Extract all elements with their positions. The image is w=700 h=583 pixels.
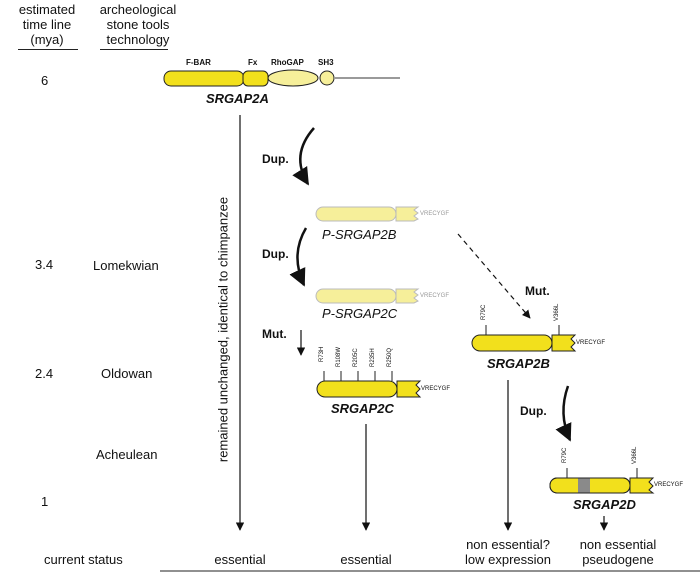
technology-header: archeological stone tools technology — [99, 2, 177, 47]
srgap2a-protein — [163, 69, 400, 87]
event-dup-1: Dup. — [262, 152, 289, 166]
dup-arrow-3 — [555, 385, 572, 442]
event-dup-2: Dup. — [262, 247, 289, 261]
p-srgap2b-protein — [315, 206, 420, 222]
domain-fbar: F-BAR — [186, 58, 211, 67]
status-srgap2c: essential — [340, 552, 392, 567]
tail-label-p-srgap2c: VRECYGF — [420, 293, 450, 299]
tail-label-srgap2d: VRECYGF — [654, 482, 684, 488]
gene-label-srgap2d: SRGAP2D — [573, 497, 636, 512]
mutation-srgap2b-2: V366L — [554, 303, 560, 321]
timeline-value-1: 1 — [41, 494, 49, 509]
mutation-srgap2d-1: R79C — [562, 447, 568, 463]
status-srgap2a: essential — [214, 552, 266, 567]
domain-rhogap: RhoGAP — [271, 58, 304, 67]
event-mut-2b: Mut. — [525, 284, 550, 298]
mutation-srgap2c-1: R73H — [319, 346, 325, 362]
timeline-header-rule — [18, 49, 78, 50]
srgap2a-unchanged-note: remained unchanged, identical to chimpan… — [215, 196, 231, 463]
mutation-srgap2b-1: R79C — [481, 304, 487, 320]
mut-arrow-2b — [457, 233, 531, 319]
gene-label-srgap2b: SRGAP2B — [487, 356, 550, 371]
mutation-srgap2c-2: R108W — [336, 346, 342, 367]
dup-arrow-1 — [292, 127, 315, 186]
event-mut-2c: Mut. — [262, 327, 287, 341]
technology-lomekwian: Lomekwian — [93, 258, 159, 273]
gene-label-srgap2c: SRGAP2C — [331, 401, 394, 416]
gene-label-p-srgap2b: P-SRGAP2B — [322, 227, 397, 242]
gene-label-p-srgap2c: P-SRGAP2C — [322, 306, 398, 321]
mutation-srgap2c-5: R250Q — [387, 347, 393, 367]
mutation-srgap2c-3: R205C — [353, 348, 359, 367]
domain-sh3: SH3 — [318, 58, 334, 67]
timeline-header: estimated time line (mya) — [18, 2, 76, 47]
status-row-label: current status — [44, 552, 123, 567]
tail-label-srgap2b: VRECYGF — [576, 340, 606, 346]
technology-acheulean: Acheulean — [96, 447, 158, 462]
timeline-value-2-4: 2.4 — [35, 366, 54, 381]
srgap2b-protein — [471, 325, 577, 352]
tail-label-p-srgap2b: VRECYGF — [420, 211, 450, 217]
p-srgap2c-protein — [315, 288, 420, 304]
timeline-value-3-4: 3.4 — [35, 257, 54, 272]
domain-fx: Fx — [248, 58, 258, 67]
event-dup-3: Dup. — [520, 404, 547, 418]
srgap2d-protein — [549, 468, 655, 494]
technology-oldowan: Oldowan — [101, 366, 153, 381]
tail-label-srgap2c: VRECYGF — [421, 386, 451, 392]
mutation-srgap2d-2: V366L — [632, 446, 638, 464]
technology-header-rule — [100, 49, 168, 50]
status-srgap2d: non essential pseudogene — [579, 537, 657, 567]
dup-arrow-2 — [289, 227, 308, 287]
status-srgap2b: non essential? low expression — [465, 537, 551, 567]
srgap2c-protein — [316, 371, 422, 398]
gene-label-srgap2a: SRGAP2A — [206, 91, 269, 106]
timeline-value-6: 6 — [41, 73, 49, 88]
mutation-srgap2c-4: R235H — [370, 348, 376, 367]
